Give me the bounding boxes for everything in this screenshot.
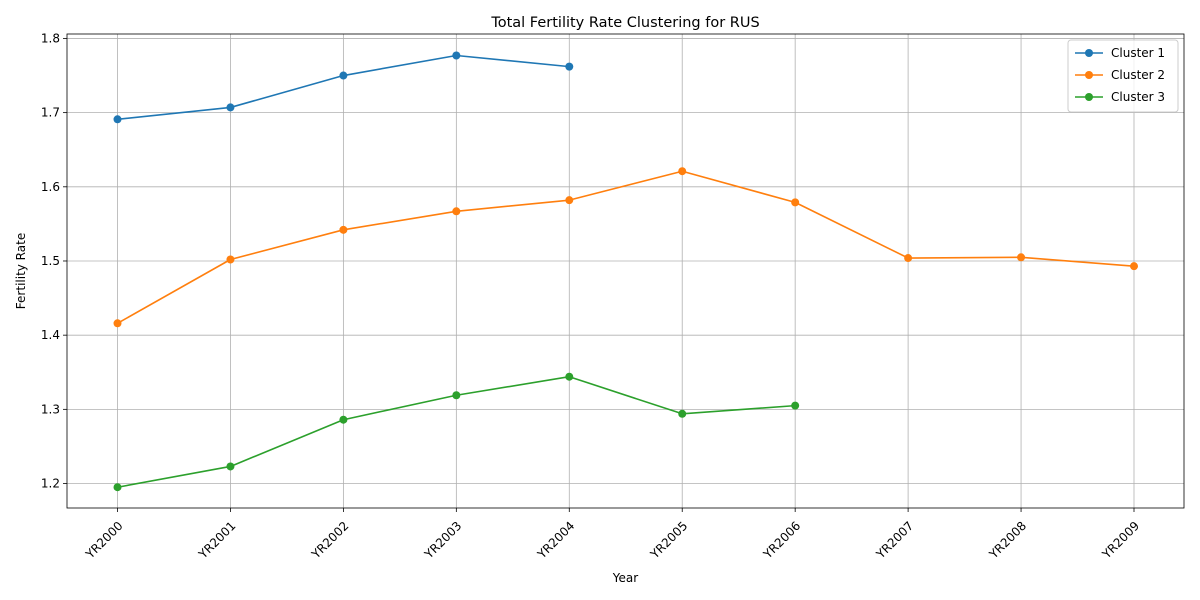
data-point [339,71,348,80]
legend-label: Cluster 2 [1111,68,1165,82]
data-point [791,198,800,207]
y-tick-label: 1.4 [41,328,60,342]
series-cluster-1 [113,51,574,124]
grid-lines [67,34,1184,508]
y-tick-label: 1.3 [41,402,60,416]
y-axis-label: Fertility Rate [14,233,28,309]
data-point [678,409,687,418]
data-point [226,103,235,112]
data-point [452,207,461,216]
legend-marker [1085,49,1093,57]
legend-item-cluster-2: Cluster 2 [1075,68,1165,82]
data-point [452,391,461,400]
data-point [113,319,122,328]
data-point [339,415,348,424]
series-cluster-3 [113,372,800,492]
series-layer [113,51,1138,492]
series-line [117,170,1135,324]
plot-frame [66,33,1185,509]
data-point [339,225,348,234]
data-point [113,115,122,124]
legend-box [1067,39,1179,113]
data-point [1130,262,1138,271]
x-axis-label: Year [612,571,638,585]
y-tick-label: 1.8 [41,31,60,45]
legend-label: Cluster 3 [1111,90,1165,104]
data-point [226,255,235,264]
data-point [565,372,574,381]
data-point [1017,253,1026,262]
data-point [113,483,122,492]
data-point [678,167,687,176]
y-tick-label: 1.2 [41,477,60,491]
legend: Cluster 1 Cluster 2 Cluster 3 [1067,39,1179,113]
legend-marker [1085,71,1093,79]
data-point [791,401,800,410]
y-tick-label: 1.7 [41,106,60,120]
series-cluster-2 [113,167,1138,328]
legend-label: Cluster 1 [1111,46,1165,60]
chart-title: Total Fertility Rate Clustering for RUS [490,15,759,31]
legend-marker [1085,93,1093,101]
data-point [226,462,235,471]
y-axis: 1.2 1.3 1.4 1.5 1.6 1.7 1.8 [41,31,67,491]
y-tick-label: 1.5 [41,254,60,268]
y-tick-label: 1.6 [41,180,60,194]
data-point [565,62,574,71]
data-point [452,51,461,60]
legend-item-cluster-1: Cluster 1 [1075,46,1165,60]
data-point [904,254,913,263]
legend-item-cluster-3: Cluster 3 [1075,90,1165,104]
data-point [565,196,574,205]
